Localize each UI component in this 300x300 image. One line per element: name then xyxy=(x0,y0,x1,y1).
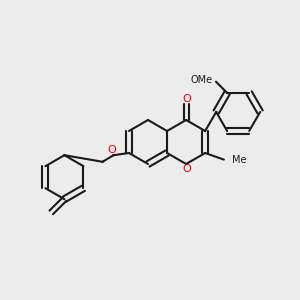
Text: OMe: OMe xyxy=(190,75,212,85)
Text: O: O xyxy=(183,164,191,174)
Text: Me: Me xyxy=(232,154,246,165)
Text: O: O xyxy=(107,145,116,155)
Text: O: O xyxy=(183,94,191,103)
